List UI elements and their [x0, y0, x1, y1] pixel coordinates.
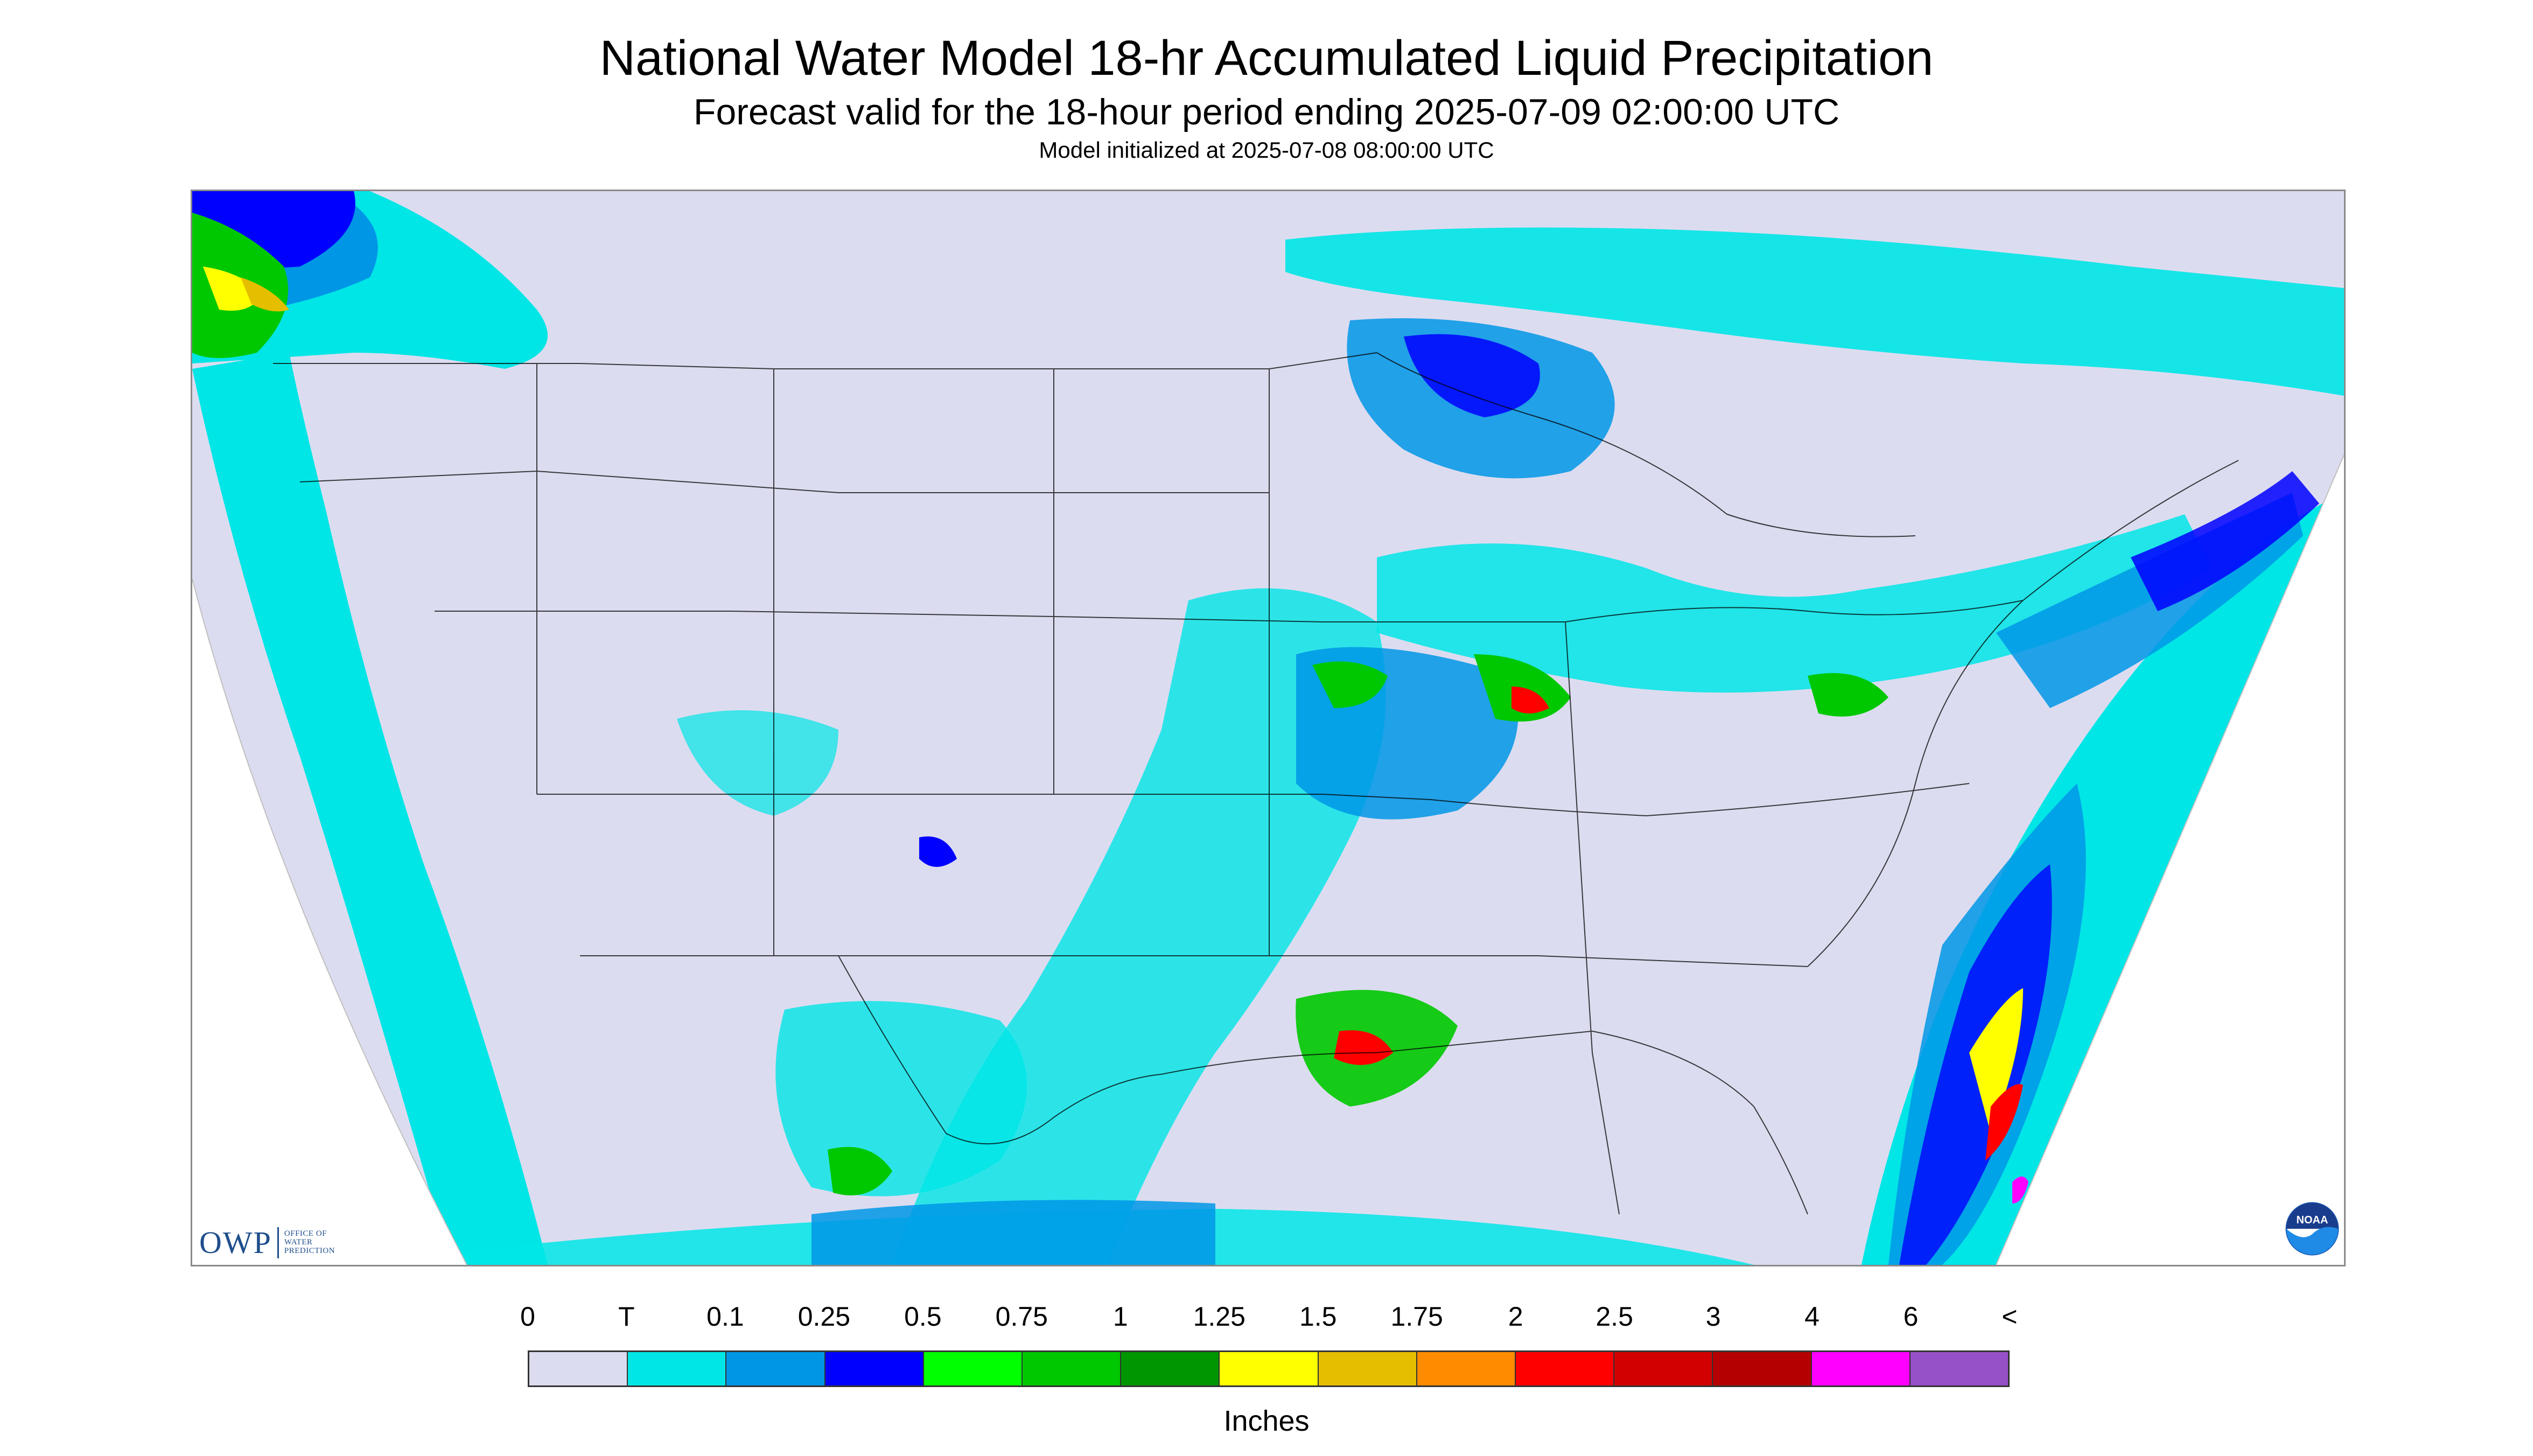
- owp-logo-divider: [277, 1227, 279, 1258]
- owp-logo-subtext: OFFICE OF WATER PREDICTION: [284, 1229, 335, 1255]
- precipitation-map[interactable]: [191, 190, 2346, 1266]
- noaa-logo-text: NOAA: [2297, 1214, 2328, 1226]
- legend-tick-label: 4: [1804, 1301, 1820, 1332]
- legend-tick-label: 3: [1705, 1301, 1721, 1332]
- legend-tick-label: 1.75: [1390, 1301, 1443, 1332]
- midwest-heavy-rain: [1312, 661, 1388, 708]
- noaa-logo: NOAA: [2285, 1202, 2339, 1256]
- legend-swatch: [923, 1352, 1023, 1385]
- legend-swatch: [1811, 1352, 1911, 1385]
- legend-swatch: [1614, 1352, 1713, 1385]
- owp-logo: OWP OFFICE OF WATER PREDICTION: [199, 1227, 335, 1259]
- mexico-heavy-rain: [828, 1147, 892, 1195]
- legend-swatch: [1417, 1352, 1516, 1385]
- legend-tick-label: 6: [1903, 1301, 1919, 1332]
- legend-swatch: [1023, 1352, 1122, 1385]
- atlantic-band-heavy-rain: [1969, 988, 2023, 1133]
- canada-trace-band: [1285, 227, 2344, 396]
- louisiana-intense-rain: [1334, 1030, 1393, 1065]
- model-domain: [192, 191, 2344, 1265]
- mid-atlantic-heavy-rain: [1808, 673, 1888, 717]
- southwest-trace: [677, 710, 838, 816]
- forecast-valid-subtitle: Forecast valid for the 18-hour period en…: [693, 92, 1840, 132]
- legend-swatch: [1713, 1352, 1812, 1385]
- legend-tick-label: <: [2002, 1301, 2018, 1332]
- legend-tick-label: 1.5: [1299, 1301, 1337, 1332]
- nw-intense-rain: [241, 277, 289, 312]
- legend-tick-label: 0.5: [904, 1301, 942, 1332]
- legend-swatch: [726, 1352, 825, 1385]
- illinois-intense-rain: [1512, 687, 1549, 713]
- legend-tick-label: 0.1: [706, 1301, 744, 1332]
- model-init-text: Model initialized at 2025-07-08 08:00:00…: [1039, 137, 1494, 163]
- new-england-moderate-rain: [2131, 471, 2319, 611]
- atlantic-band-intense-rain: [1985, 1084, 2023, 1160]
- legend-units-label: Inches: [1223, 1405, 1310, 1437]
- legend-tick-label: 0.75: [995, 1301, 1048, 1332]
- legend-swatch: [825, 1352, 924, 1385]
- legend-tick-labels: 0 T 0.1 0.25 0.5 0.75 1 1.25 1.5 1.75 2 2.5 3 4 6 <: [0, 1303, 2533, 1341]
- domain-edge: [192, 454, 2344, 1265]
- legend-tick-label: 1.25: [1193, 1301, 1245, 1332]
- northeast-trace: [1377, 514, 2212, 693]
- pacific-south-light-rain: [811, 1200, 1215, 1265]
- new-mexico-moderate-rain: [919, 836, 957, 867]
- noaa-emblem-icon: NOAA: [2285, 1202, 2339, 1256]
- legend-swatch: [1220, 1352, 1319, 1385]
- precipitation-legend: [528, 1350, 2010, 1387]
- page-title: National Water Model 18-hr Accumulated L…: [599, 31, 1934, 86]
- legend-swatch: [1910, 1352, 2009, 1385]
- atlantic-band-extreme-rain: [2012, 1177, 2028, 1203]
- legend-tick-label: 0.25: [797, 1301, 851, 1332]
- legend-swatch: [1516, 1352, 1615, 1385]
- legend-tick-label: 2: [1508, 1301, 1523, 1332]
- pacific-trace-band: [192, 353, 548, 1265]
- owp-logo-text: OWP: [199, 1225, 272, 1260]
- legend-swatch: [1121, 1352, 1220, 1385]
- map-canvas: [192, 191, 2344, 1265]
- legend-tick-label: T: [618, 1301, 635, 1332]
- nw-very-heavy-rain: [203, 267, 262, 311]
- legend-tick-label: 0: [520, 1301, 535, 1332]
- lake-superior-moderate-rain: [1404, 334, 1540, 417]
- legend-swatch: [628, 1352, 727, 1385]
- mexico-trace: [775, 1001, 1027, 1196]
- legend-swatch: [1318, 1352, 1417, 1385]
- legend-swatch: [529, 1352, 628, 1385]
- legend-tick-label: 1: [1112, 1301, 1128, 1332]
- legend-tick-label: 2.5: [1596, 1301, 1633, 1332]
- state-boundaries: [273, 352, 2239, 1215]
